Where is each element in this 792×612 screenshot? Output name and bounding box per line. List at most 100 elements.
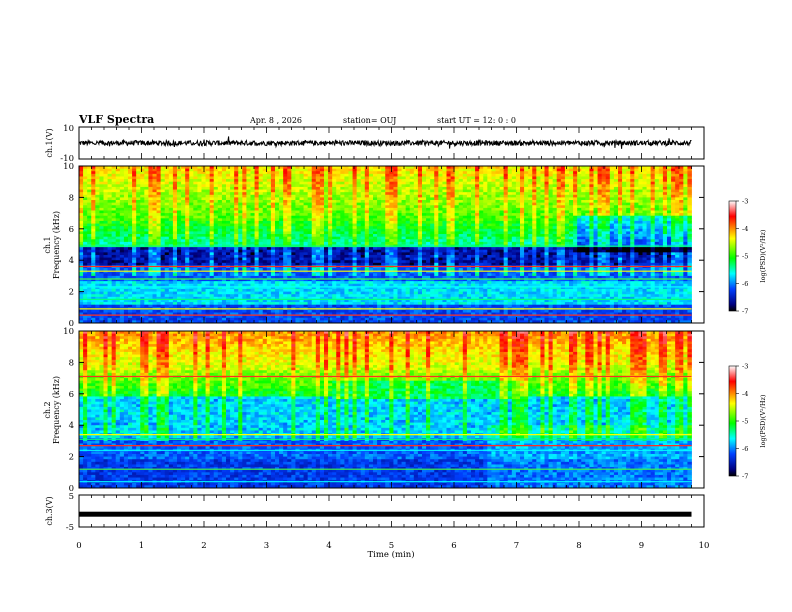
spectrogram-cell — [156, 254, 162, 258]
spectrogram-cell — [136, 268, 141, 272]
spectrogram-cell — [185, 275, 190, 279]
spectrogram-cell — [148, 176, 153, 180]
spectrogram-cell — [279, 299, 284, 303]
spectrogram-cell — [348, 181, 353, 185]
spectrogram-cell — [209, 168, 215, 172]
spectrogram-cell — [360, 312, 366, 316]
spectrogram-cell — [99, 296, 104, 300]
spectrogram-cell — [119, 234, 125, 238]
spectrogram-cell — [193, 202, 198, 206]
spectrogram-cell — [123, 166, 129, 170]
spectrogram-cell — [217, 247, 223, 251]
spectrogram-cell — [283, 268, 288, 272]
spectrogram-cell — [389, 302, 394, 306]
spectrogram-cell — [258, 283, 264, 287]
spectrogram-cell — [209, 315, 215, 319]
spectrogram-cell — [315, 168, 321, 172]
spectrogram-cell — [119, 184, 125, 188]
spectrogram-cell — [393, 213, 398, 217]
spectrogram-cell — [234, 257, 239, 261]
spectrogram-cell — [311, 210, 317, 214]
spectrogram-cell — [136, 218, 141, 222]
spectrogram-cell — [193, 166, 198, 170]
spectrogram-cell — [132, 184, 137, 188]
spectrogram-cell — [270, 186, 276, 190]
spectrogram-cell — [107, 291, 113, 295]
spectrogram-cell — [209, 166, 215, 170]
spectrogram-cell — [193, 262, 198, 266]
spectrogram-cell — [389, 241, 394, 245]
spectrogram-cell — [107, 317, 113, 321]
spectrogram-cell — [303, 168, 309, 172]
spectrogram-cell — [340, 226, 345, 230]
spectrogram-cell — [140, 218, 145, 222]
spectrogram-cell — [368, 226, 374, 230]
spectrogram-cell — [226, 320, 231, 324]
spectrogram-cell — [262, 299, 268, 303]
spectrogram-cell — [217, 173, 223, 177]
spectrogram-cell — [213, 194, 219, 198]
spectrogram-cell — [197, 184, 202, 188]
spectrogram-cell — [119, 194, 125, 198]
spectrogram-cell — [79, 228, 84, 232]
spectrogram-cell — [279, 192, 284, 196]
spectrogram-cell — [87, 231, 92, 235]
spectrogram-cell — [279, 296, 284, 300]
spectrogram-cell — [168, 320, 174, 324]
spectrogram-cell — [185, 309, 190, 313]
spectrogram-cell — [123, 241, 129, 245]
spectrogram-cell — [287, 184, 292, 188]
spectrogram-cell — [107, 192, 113, 196]
spectrogram-cell — [373, 294, 378, 298]
spectrogram-cell — [160, 231, 166, 235]
spectrogram-cell — [103, 186, 108, 190]
spectrogram-cell — [99, 189, 104, 193]
spectrogram-cell — [373, 262, 378, 266]
spectrogram-cell — [115, 270, 121, 274]
spectrogram-cell — [262, 226, 268, 230]
spectrogram-cell — [270, 252, 276, 256]
spectrogram-cell — [185, 317, 190, 321]
spectrogram-cell — [132, 213, 137, 217]
spectrogram-cell — [79, 171, 84, 175]
spectrogram-cell — [283, 302, 288, 306]
spectrogram-cell — [185, 226, 190, 230]
spectrogram-cell — [111, 202, 117, 206]
spectrogram-cell — [234, 291, 239, 295]
spectrogram-cell — [213, 166, 219, 170]
spectrogram-cell — [303, 184, 309, 188]
spectrogram-cell — [156, 281, 162, 285]
spectrogram-cell — [324, 254, 329, 258]
spectrogram-cell — [95, 275, 100, 279]
spectrogram-cell — [95, 213, 100, 217]
spectrogram-cell — [160, 273, 166, 277]
spectrogram-cell — [226, 281, 231, 285]
spectrogram-cell — [377, 226, 382, 230]
spectrogram-cell — [238, 171, 243, 175]
spectrogram-cell — [275, 273, 280, 277]
spectrogram-cell — [254, 273, 260, 277]
spectrogram-cell — [152, 234, 157, 238]
spectrogram-cell — [279, 288, 284, 292]
spectrogram-cell — [246, 288, 251, 292]
spectrogram-cell — [275, 302, 280, 306]
spectrogram-cell — [128, 197, 133, 201]
spectrogram-cell — [373, 166, 378, 170]
spectrogram-cell — [381, 317, 386, 321]
spectrogram-cell — [385, 168, 390, 172]
spectrogram-cell — [352, 304, 358, 308]
spectrogram-cell — [209, 210, 215, 214]
spectrogram-cell — [311, 220, 317, 224]
spectrogram-cell — [164, 197, 170, 201]
spectrogram-cell — [164, 275, 170, 279]
spectrogram-cell — [242, 234, 247, 238]
spectrogram-cell — [148, 275, 153, 279]
spectrogram-cell — [168, 179, 174, 183]
spectrogram-cell — [209, 202, 215, 206]
spectrogram-cell — [234, 186, 239, 190]
spectrogram-cell — [352, 268, 358, 272]
spectrogram-cell — [352, 218, 358, 222]
spectrogram-cell — [136, 213, 141, 217]
spectrogram-cell — [201, 273, 206, 277]
spectrogram-cell — [319, 200, 325, 204]
